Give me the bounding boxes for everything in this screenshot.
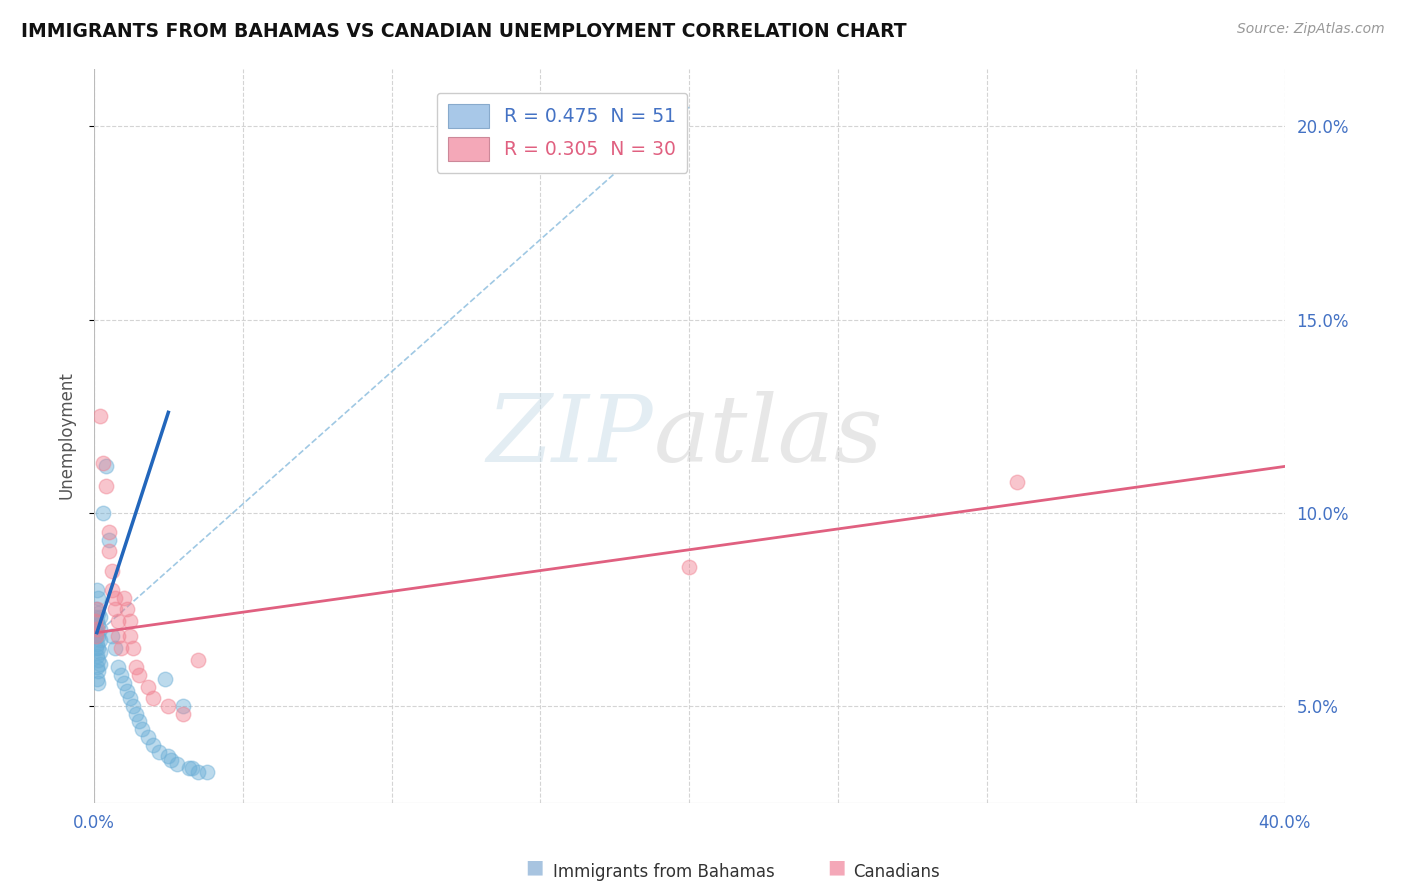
Point	[104, 602, 127, 616]
Point	[86, 602, 108, 616]
Point	[136, 730, 159, 744]
Point	[86, 641, 108, 656]
Point	[89, 645, 111, 659]
Point	[160, 753, 183, 767]
Point	[110, 641, 132, 656]
Point	[94, 459, 117, 474]
Point	[97, 525, 120, 540]
Point	[121, 641, 143, 656]
Point	[157, 698, 180, 713]
Point	[678, 560, 700, 574]
Point	[157, 749, 180, 764]
Point	[172, 698, 194, 713]
Point	[97, 544, 120, 558]
Point	[89, 610, 111, 624]
Text: ■: ■	[827, 857, 846, 876]
Y-axis label: Unemployment: Unemployment	[58, 372, 75, 500]
Text: Canadians: Canadians	[853, 863, 941, 881]
Point	[104, 591, 127, 605]
Point	[124, 706, 146, 721]
Point	[136, 680, 159, 694]
Point	[86, 583, 108, 598]
Point	[155, 672, 177, 686]
Point	[86, 648, 108, 663]
Text: IMMIGRANTS FROM BAHAMAS VS CANADIAN UNEMPLOYMENT CORRELATION CHART: IMMIGRANTS FROM BAHAMAS VS CANADIAN UNEM…	[21, 22, 907, 41]
Point	[142, 738, 165, 752]
Point	[187, 764, 209, 779]
Point	[87, 653, 110, 667]
Point	[172, 706, 194, 721]
Point	[84, 622, 107, 636]
Point	[101, 583, 124, 598]
Point	[89, 657, 111, 671]
Point	[91, 456, 114, 470]
Text: ZIP: ZIP	[486, 391, 654, 481]
Point	[142, 691, 165, 706]
Point	[84, 602, 107, 616]
Point	[118, 630, 141, 644]
Legend: R = 0.475  N = 51, R = 0.305  N = 30: R = 0.475 N = 51, R = 0.305 N = 30	[437, 93, 688, 173]
Text: atlas: atlas	[654, 391, 883, 481]
Point	[89, 622, 111, 636]
Point	[86, 660, 108, 674]
Point	[91, 506, 114, 520]
Point	[86, 614, 108, 628]
Point	[112, 591, 135, 605]
Point	[181, 761, 204, 775]
Text: Source: ZipAtlas.com: Source: ZipAtlas.com	[1237, 22, 1385, 37]
Point	[107, 660, 129, 674]
Point	[101, 630, 124, 644]
Point	[84, 610, 107, 624]
Point	[166, 756, 188, 771]
Point	[121, 698, 143, 713]
Point	[86, 672, 108, 686]
Point	[195, 764, 218, 779]
Point	[94, 479, 117, 493]
Text: ■: ■	[524, 857, 544, 876]
Point	[84, 630, 107, 644]
Point	[179, 761, 201, 775]
Point	[86, 622, 108, 636]
Point	[86, 618, 108, 632]
Point	[118, 691, 141, 706]
Text: Immigrants from Bahamas: Immigrants from Bahamas	[553, 863, 775, 881]
Point	[131, 722, 153, 736]
Point	[124, 660, 146, 674]
Point	[104, 641, 127, 656]
Point	[89, 409, 111, 424]
Point	[86, 607, 108, 621]
Point	[148, 745, 170, 759]
Point	[187, 653, 209, 667]
Point	[110, 668, 132, 682]
Point	[115, 683, 138, 698]
Point	[86, 630, 108, 644]
Point	[101, 564, 124, 578]
Point	[86, 637, 108, 651]
Point	[87, 641, 110, 656]
Point	[87, 630, 110, 644]
Point	[84, 614, 107, 628]
Point	[128, 714, 150, 729]
Point	[1005, 475, 1028, 489]
Point	[97, 533, 120, 547]
Point	[86, 625, 108, 640]
Point	[87, 675, 110, 690]
Point	[118, 614, 141, 628]
Point	[87, 665, 110, 679]
Point	[107, 630, 129, 644]
Point	[89, 633, 111, 648]
Point	[112, 675, 135, 690]
Point	[86, 591, 108, 605]
Point	[115, 602, 138, 616]
Point	[107, 614, 129, 628]
Point	[128, 668, 150, 682]
